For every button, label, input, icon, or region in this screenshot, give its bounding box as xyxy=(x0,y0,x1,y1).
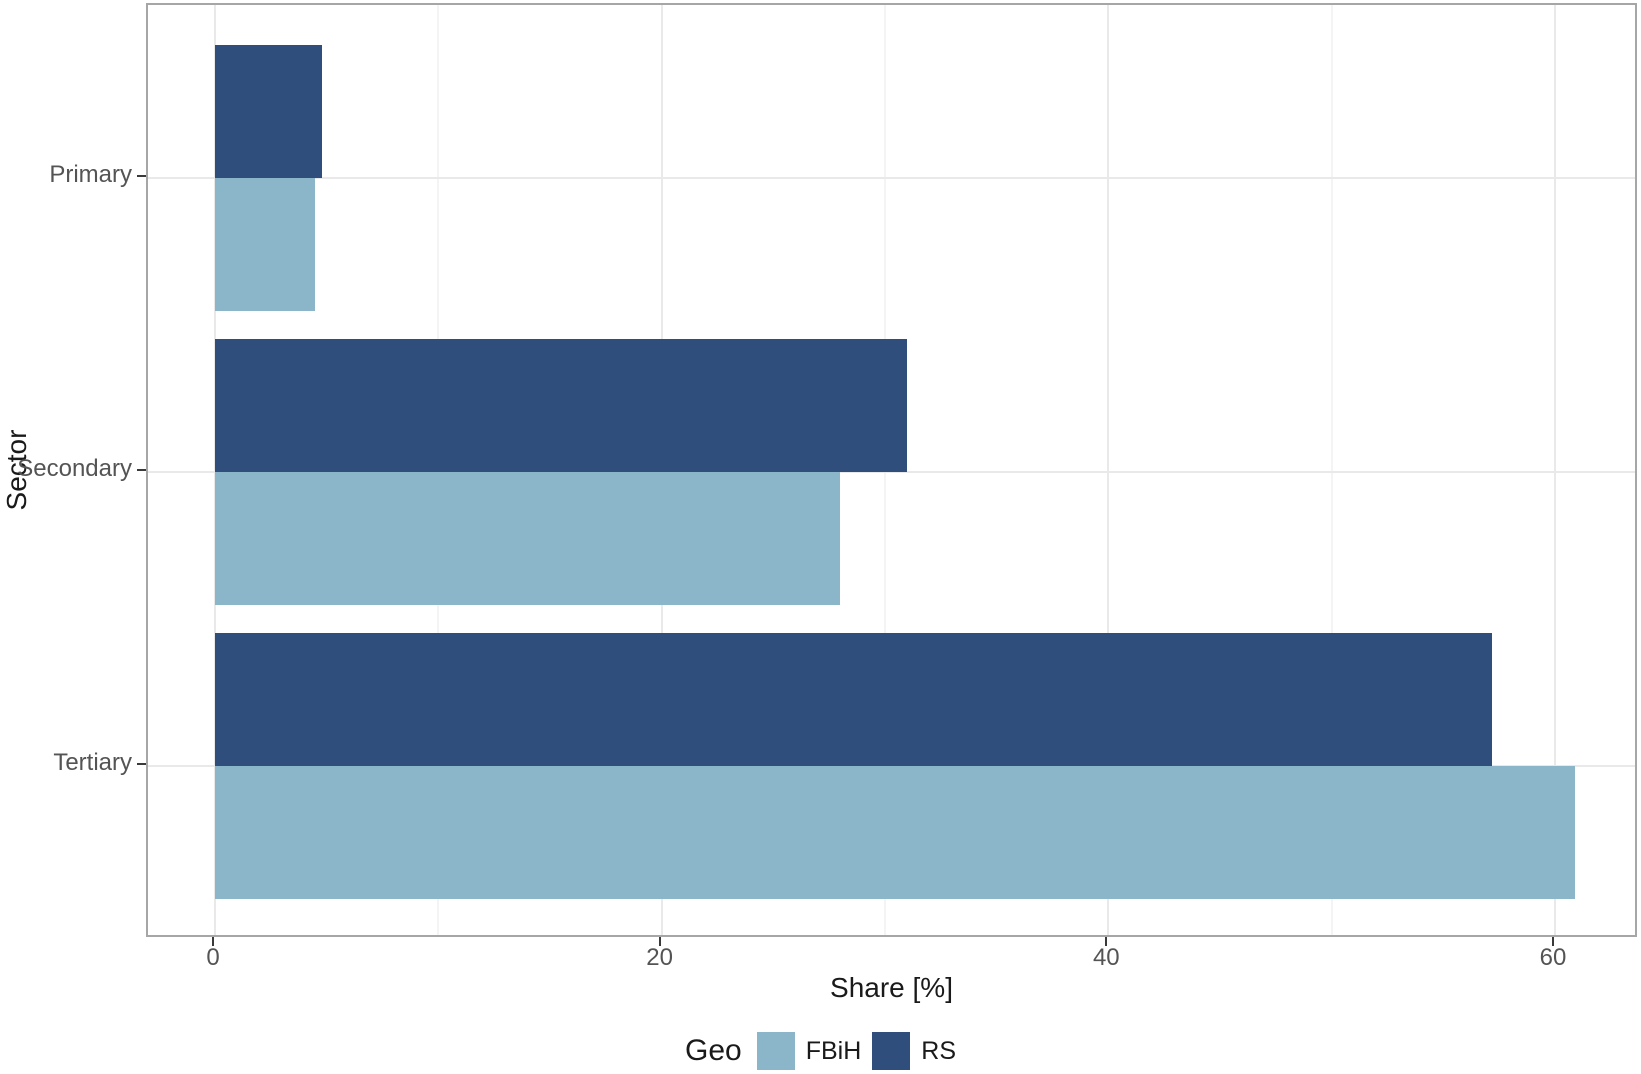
plot-panel xyxy=(146,3,1637,937)
y-tick-label: Tertiary xyxy=(53,749,132,776)
bar-primary-fbih xyxy=(215,178,316,311)
bar-secondary-fbih xyxy=(215,472,841,605)
y-tick-label: Secondary xyxy=(17,455,132,482)
gridline-major-vertical xyxy=(1107,5,1110,935)
x-tick-label: 20 xyxy=(646,944,674,971)
legend-swatch-rs xyxy=(872,1032,911,1070)
x-tick-label: 0 xyxy=(206,944,220,971)
y-tick-mark xyxy=(137,469,146,471)
x-tick-mark xyxy=(1105,937,1108,946)
legend-label-fbih: FBiH xyxy=(805,1036,862,1065)
gridline-major-horizontal xyxy=(148,177,1635,179)
x-tick-mark xyxy=(658,937,661,946)
legend-swatch-fbih xyxy=(756,1032,795,1070)
bar-tertiary-fbih xyxy=(215,766,1576,899)
legend: Geo FBiH RS xyxy=(0,1032,1641,1070)
x-axis-title: Share [%] xyxy=(830,972,953,1003)
legend-entries: FBiH RS xyxy=(756,1032,956,1070)
x-tick-mark xyxy=(1551,937,1554,946)
legend-label-rs: RS xyxy=(921,1036,956,1065)
x-tick-label: 60 xyxy=(1539,944,1567,971)
y-tick-label: Primary xyxy=(49,161,132,188)
y-tick-mark xyxy=(137,763,146,765)
x-tick-label: 40 xyxy=(1092,944,1120,971)
bar-primary-rs xyxy=(215,45,323,178)
bar-secondary-rs xyxy=(215,339,908,472)
gridline-minor-vertical xyxy=(1330,5,1333,935)
y-tick-mark xyxy=(137,175,146,177)
legend-title: Geo xyxy=(684,1034,742,1067)
x-tick-mark xyxy=(212,937,214,946)
gridline-major-vertical xyxy=(1553,5,1556,935)
gridline-major-horizontal xyxy=(148,471,1635,473)
bar-tertiary-rs xyxy=(215,633,1493,766)
